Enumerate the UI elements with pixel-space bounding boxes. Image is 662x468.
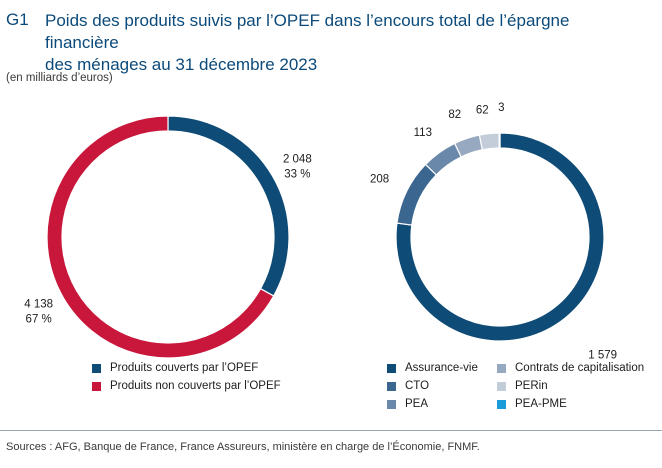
legend-item-pea: PEA: [387, 398, 428, 410]
donut-2-slice-perin: [478, 132, 500, 151]
chart-title: Poids des produits suivis par l’OPEF dan…: [45, 10, 645, 76]
chart-title-line-1: Poids des produits suivis par l’OPEF dan…: [45, 11, 570, 52]
legend-item-contrats: Contrats de capitalisation: [497, 362, 644, 374]
chart-title-line-2: des ménages au 31 décembre 2023: [45, 55, 318, 74]
legend-item-pea-pme: PEA-PME: [497, 398, 567, 410]
legend-swatch-contrats: [497, 363, 506, 373]
legend-label-pea-pme: PEA-PME: [515, 398, 567, 410]
legend-label-contrats: Contrats de capitalisation: [515, 362, 645, 374]
donut-1-label-pct-not-covered: 67 %: [26, 313, 52, 325]
legend-swatch-pea: [387, 399, 396, 409]
legend-item-perin: PERin: [497, 380, 548, 392]
donut-charts: 2 048 33 % 4 138 67 % 1 579 208 113 82 62 3: [24, 102, 617, 361]
donut-2-slice-pea-pme: [498, 132, 501, 149]
legend-swatch-cto: [387, 381, 396, 391]
donut-2-label-value-perin: 62: [476, 105, 489, 117]
source-note: Sources : AFG, Banque de France, France …: [6, 441, 480, 453]
legend-item-assurance-vie: Assurance-vie: [387, 362, 478, 374]
footer-divider: [0, 430, 662, 431]
donut-1-label-pct-covered: 33 %: [284, 169, 310, 181]
legend-item-cto: CTO: [387, 380, 429, 392]
donut-2-slice-assurance-vie: [395, 132, 605, 342]
legend-label-assurance-vie: Assurance-vie: [405, 362, 478, 374]
donut-1-slice-covered: [167, 115, 290, 297]
donut-1-slice-not-covered: [46, 115, 275, 359]
donut-1-label-value-not-covered: 4 138: [24, 298, 53, 310]
chart-subtitle: (en milliards d’euros): [6, 72, 113, 84]
legend-label-not-covered: Produits non couverts par l’OPEF: [110, 380, 281, 392]
donut-2-label-value-pea: 113: [414, 127, 432, 139]
legend-label-pea: PEA: [405, 398, 429, 410]
legend-swatch-not-covered: [92, 381, 101, 391]
donut-2-slice-pea: [424, 142, 462, 176]
figure-label: G1: [6, 10, 29, 29]
donut-2-label-value-contrats: 82: [448, 109, 461, 121]
donut-2-label-value-cto: 208: [370, 173, 389, 185]
legend-item-not-covered: Produits non couverts par l’OPEF: [92, 380, 281, 392]
donut-2-slice-cto: [396, 163, 438, 226]
legend-label-covered: Produits couverts par l’OPEF: [110, 362, 259, 374]
legend-label-cto: CTO: [405, 380, 430, 392]
legend-swatch-covered: [92, 363, 101, 373]
donut-2-label-value-pea-pme: 3: [498, 102, 504, 114]
legend-swatch-perin: [497, 381, 506, 391]
legend-swatch-pea-pme: [497, 399, 506, 409]
donut-2-label-value-assurance-vie: 1 579: [588, 349, 617, 361]
legend-swatch-assurance-vie: [387, 363, 396, 373]
legend-item-covered: Produits couverts par l’OPEF: [92, 362, 258, 374]
donut-1-label-value-covered: 2 048: [283, 154, 312, 166]
legend-label-perin: PERin: [515, 380, 548, 392]
